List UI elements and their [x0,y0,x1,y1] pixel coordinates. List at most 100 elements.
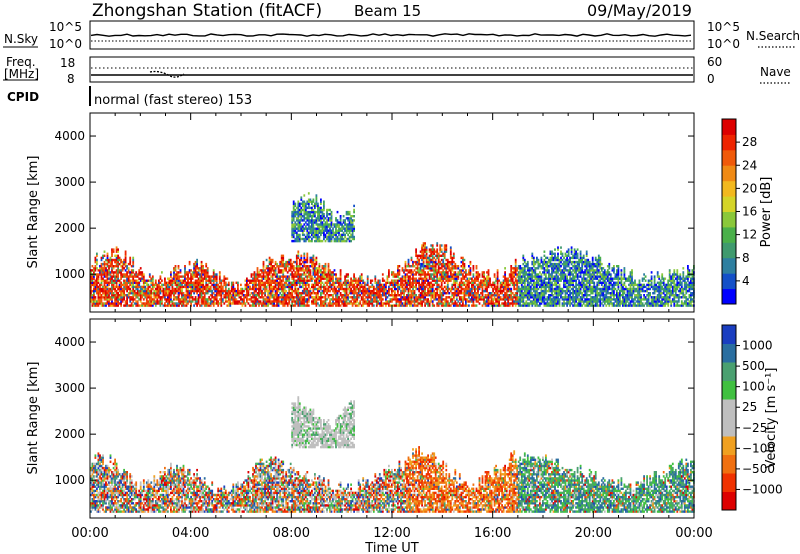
echo-cell [303,239,306,243]
echo-cell [259,285,262,289]
echo-cell [127,277,130,280]
echo-cell [452,298,455,301]
echo-cell [214,285,217,289]
echo-cell [321,265,324,268]
echo-cell [357,294,360,297]
echo-cell [265,302,268,305]
echo-cell [437,287,440,291]
echo-cell [237,285,239,289]
echo-cell [445,246,448,249]
freq-right-tick-bottom: 0 [707,72,715,86]
echo-cell [252,277,254,280]
echo-cell [321,273,324,276]
echo-cell [475,275,478,278]
echo-cell [196,260,198,264]
echo-cell [365,292,368,295]
echo-cell [135,302,138,305]
echo-cell [312,210,315,214]
echo-cell [212,285,215,289]
echo-cell [380,304,383,307]
echo-cell [115,271,118,274]
echo-cell [232,302,235,305]
echo-cell [126,287,128,291]
echo-cell [415,277,417,280]
echo-cell [309,292,312,295]
echo-cell [264,298,266,301]
echo-cell [323,296,325,299]
echo-cell [431,250,434,253]
echo-cell [531,287,534,291]
echo-cell [327,265,330,268]
echo-cell [324,300,327,303]
echo-cell [174,304,177,307]
echo-cell [391,279,393,282]
echo-cell [193,269,195,272]
echo-cell [168,296,171,299]
echo-cell [320,210,322,214]
echo-cell [437,260,440,264]
echo-cell [332,229,334,232]
echo-cell [468,271,470,274]
echo-cell [270,292,272,295]
echo-cell [477,283,479,287]
echo-cell [452,287,455,291]
echo-cell [244,287,247,291]
echo-cell [190,302,192,305]
echo-cell [517,296,520,299]
echo-cell [307,271,310,274]
echo-cell [372,294,375,297]
echo-cell [97,292,100,295]
echo-cell [295,275,298,278]
echo-cell [381,287,384,291]
echo-cell [350,219,352,222]
echo-cell [230,296,233,299]
echo-cell [297,206,300,210]
echo-cell [320,300,322,303]
echo-cell [439,294,442,297]
echo-cell [200,273,203,276]
echo-cell [295,254,298,257]
echo-cell [359,283,362,287]
echo-cell [513,269,516,272]
echo-cell [449,269,452,272]
echo-cell [400,300,402,303]
echo-cell [448,265,451,268]
echo-cell [458,285,461,289]
echo-cell [294,289,297,293]
echo-cell [139,298,142,301]
echo-cell [235,300,238,303]
echo-cell [270,260,272,264]
echo-cell [232,292,235,295]
echo-cell [270,265,272,268]
echo-cell [307,294,310,297]
echo-cell [443,281,446,284]
echo-cell [342,215,345,218]
echo-cell [117,287,119,291]
echo-cell [315,219,318,222]
echo-cell [350,233,352,237]
echo-cell [317,219,319,222]
echo-cell [339,219,342,222]
echo-cell [306,281,309,284]
echo-cell [109,256,112,260]
echo-cell [335,302,337,305]
echo-cell [519,277,522,280]
echo-cell [532,260,535,264]
echo-cell [492,302,494,305]
echo-cell [446,279,449,282]
echo-cell [268,294,271,297]
echo-cell [329,231,331,234]
echo-cell [344,277,346,280]
echo-cell [428,250,431,253]
echo-cell [267,271,269,274]
echo-cell [339,237,342,241]
echo-cell [174,265,177,268]
echo-cell [513,300,516,303]
echo-cell [200,267,203,270]
echo-cell [440,281,443,284]
echo-cell [300,294,303,297]
echo-cell [267,289,269,293]
echo-cell [383,279,386,282]
echo-cell [112,275,115,278]
echo-cell [270,302,272,305]
